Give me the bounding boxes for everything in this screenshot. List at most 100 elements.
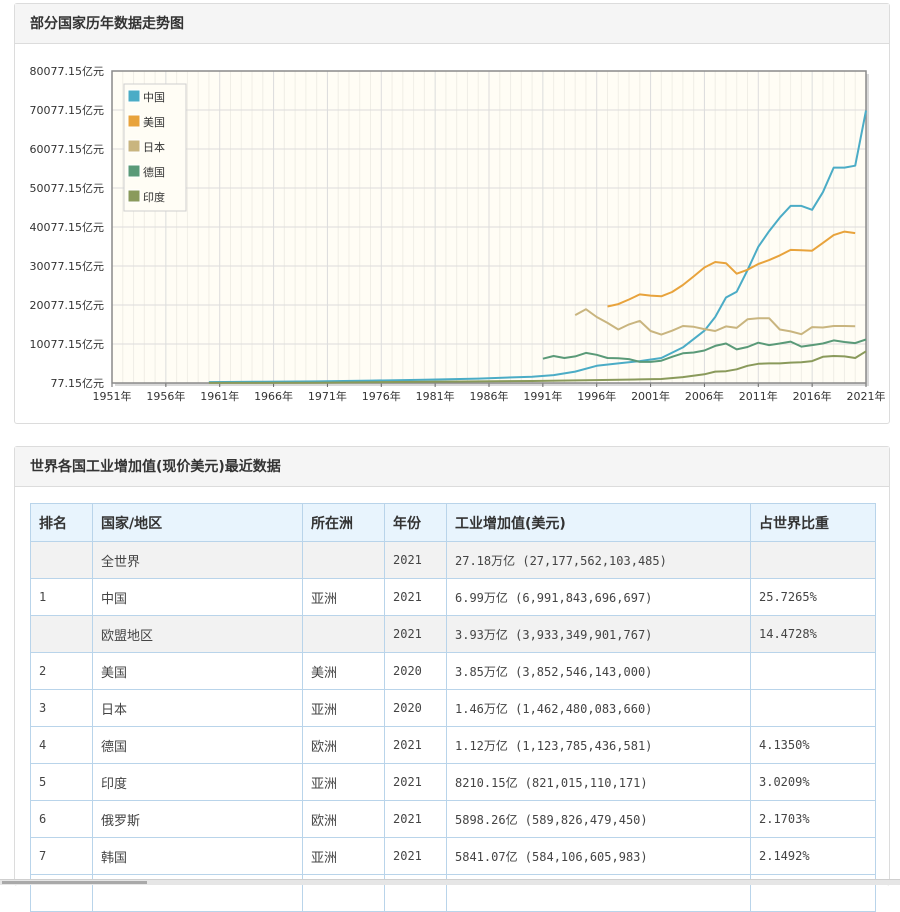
- x-tick-label: 2001年: [631, 389, 670, 403]
- plot-frame: [111, 70, 867, 384]
- horizontal-scrollbar[interactable]: [0, 879, 900, 885]
- cell-year: 2020: [384, 689, 447, 727]
- table-row: 1 中国 亚洲 2021 6.99万亿 (6,991,843,696,697) 25.72…: [30, 578, 876, 616]
- table-row: 7 韩国 亚洲 2021 5841.07亿 (584,106,605,983) 2.149…: [30, 837, 876, 875]
- cell-share: 3.0209%: [750, 763, 876, 801]
- cell-rank: 4: [30, 726, 93, 764]
- y-tick-label: 70077.15亿元: [30, 104, 105, 117]
- x-tick-label: 1991年: [523, 389, 562, 403]
- cell-continent: 欧洲: [302, 726, 385, 764]
- y-tick-label: 80077.15亿元: [30, 65, 105, 78]
- cell-share: 4.1350%: [750, 726, 876, 764]
- legend-label: 印度: [143, 190, 165, 204]
- header-share[interactable]: 占世界比重: [750, 503, 876, 542]
- series-line-德国: [542, 338, 867, 363]
- cell-continent: [302, 541, 385, 579]
- table-row: 3 日本 亚洲 2020 1.46万亿 (1,462,480,083,660): [30, 689, 876, 727]
- header-value[interactable]: 工业增加值(美元): [446, 503, 751, 542]
- y-tick-label: 40077.15亿元: [30, 221, 105, 234]
- header-year[interactable]: 年份: [384, 503, 447, 542]
- table-row: 6 俄罗斯 欧洲 2021 5898.26亿 (589,826,479,450) 2.17…: [30, 800, 876, 838]
- x-tick-label: 1986年: [470, 389, 509, 403]
- legend-label: 美国: [143, 116, 165, 129]
- x-tick-label: 1961年: [200, 389, 239, 403]
- y-tick-label: 50077.15亿元: [30, 182, 105, 195]
- cell-country[interactable]: 美国: [92, 652, 303, 690]
- trend-chart: 77.15亿元 10077.15亿元 20077.15亿元 30077.15亿元 400…: [30, 65, 886, 403]
- table-row: 5 印度 亚洲 2021 8210.15亿 (821,015,110,171) 3.020…: [30, 763, 876, 801]
- cell-rank: 1: [30, 578, 93, 616]
- cell-value: 8210.15亿 (821,015,110,171): [446, 763, 751, 801]
- series-line-日本: [574, 308, 856, 336]
- cell-continent: 欧洲: [302, 800, 385, 838]
- y-tick-label: 77.15亿元: [51, 377, 105, 390]
- cell-continent: 美洲: [302, 652, 385, 690]
- cell-value: 6.99万亿 (6,991,843,696,697): [446, 578, 751, 616]
- cell-rank: 2: [30, 652, 93, 690]
- cell-value: 3.85万亿 (3,852,546,143,000): [446, 652, 751, 690]
- cell-year: 2021: [384, 763, 447, 801]
- cell-country[interactable]: 日本: [92, 689, 303, 727]
- cell-value: 1.46万亿 (1,462,480,083,660): [446, 689, 751, 727]
- y-tick-label: 60077.15亿元: [30, 143, 105, 156]
- y-tick-label: 10077.15亿元: [30, 338, 105, 351]
- cell-share: 14.4728%: [750, 615, 876, 653]
- cell-year: 2021: [384, 578, 447, 616]
- x-tick-label: 1956年: [146, 389, 185, 403]
- cell-share: 2.1492%: [750, 837, 876, 875]
- cell-year: 2021: [384, 726, 447, 764]
- cell-continent: [302, 615, 385, 653]
- x-tick-label: 2021年: [847, 389, 886, 403]
- cell-country[interactable]: 俄罗斯: [92, 800, 303, 838]
- cell-share: 25.7265%: [750, 578, 876, 616]
- table-header-row: 排名 国家/地区 所在洲 年份 工业增加值(美元) 占世界比重: [30, 503, 876, 542]
- x-tick-label: 1981年: [416, 389, 455, 403]
- legend-swatch: [127, 114, 141, 128]
- cell-year: 2021: [384, 837, 447, 875]
- legend-label: 中国: [143, 91, 165, 104]
- cell-value: 1.12万亿 (1,123,785,436,581): [446, 726, 751, 764]
- series-line-美国: [607, 230, 856, 308]
- industry-value-table: 排名 国家/地区 所在洲 年份 工业增加值(美元) 占世界比重 全世界 2021 2…: [30, 503, 876, 912]
- cell-country[interactable]: 全世界: [92, 541, 303, 579]
- legend-label: 日本: [143, 140, 165, 154]
- header-rank[interactable]: 排名: [30, 503, 93, 542]
- scrollbar-thumb[interactable]: [2, 881, 147, 884]
- x-tick-label: 1951年: [93, 389, 132, 403]
- cell-year: 2021: [384, 800, 447, 838]
- legend-swatch: [127, 189, 141, 203]
- legend-swatch: [127, 89, 141, 103]
- cell-continent: 亚洲: [302, 578, 385, 616]
- x-tick-label: 2011年: [739, 389, 778, 403]
- y-tick-label: 20077.15亿元: [30, 299, 105, 312]
- cell-country[interactable]: 欧盟地区: [92, 615, 303, 653]
- table-row: 2 美国 美洲 2020 3.85万亿 (3,852,546,143,000): [30, 652, 876, 690]
- series-line-印度: [208, 350, 867, 384]
- cell-country[interactable]: 德国: [92, 726, 303, 764]
- cell-share: [750, 541, 876, 579]
- cell-share: [750, 652, 876, 690]
- cell-continent: 亚洲: [302, 763, 385, 801]
- cell-country[interactable]: 印度: [92, 763, 303, 801]
- cell-rank: 3: [30, 689, 93, 727]
- cell-continent: 亚洲: [302, 689, 385, 727]
- x-tick-label: 1976年: [362, 389, 401, 403]
- chart-panel: 部分国家历年数据走势图 77.15亿元 10077.15亿元 20077.15亿元 3…: [14, 3, 890, 424]
- cell-share: [750, 689, 876, 727]
- cell-rank: 6: [30, 800, 93, 838]
- header-country[interactable]: 国家/地区: [92, 503, 303, 542]
- table-row: 全世界 2021 27.18万亿 (27,177,562,103,485): [30, 541, 876, 579]
- cell-share: 2.1703%: [750, 800, 876, 838]
- cell-year: 2021: [384, 615, 447, 653]
- cell-country[interactable]: 中国: [92, 578, 303, 616]
- chart-panel-title: 部分国家历年数据走势图: [15, 4, 889, 44]
- cell-value: 5841.07亿 (584,106,605,983): [446, 837, 751, 875]
- cell-country[interactable]: 韩国: [92, 837, 303, 875]
- header-continent[interactable]: 所在洲: [302, 503, 385, 542]
- table-panel-title: 世界各国工业增加值(现价美元)最近数据: [15, 447, 889, 487]
- x-tick-label: 1971年: [308, 389, 347, 403]
- cell-rank: [30, 615, 93, 653]
- cell-value: 27.18万亿 (27,177,562,103,485): [446, 541, 751, 579]
- cell-rank: 5: [30, 763, 93, 801]
- cell-year: 2020: [384, 652, 447, 690]
